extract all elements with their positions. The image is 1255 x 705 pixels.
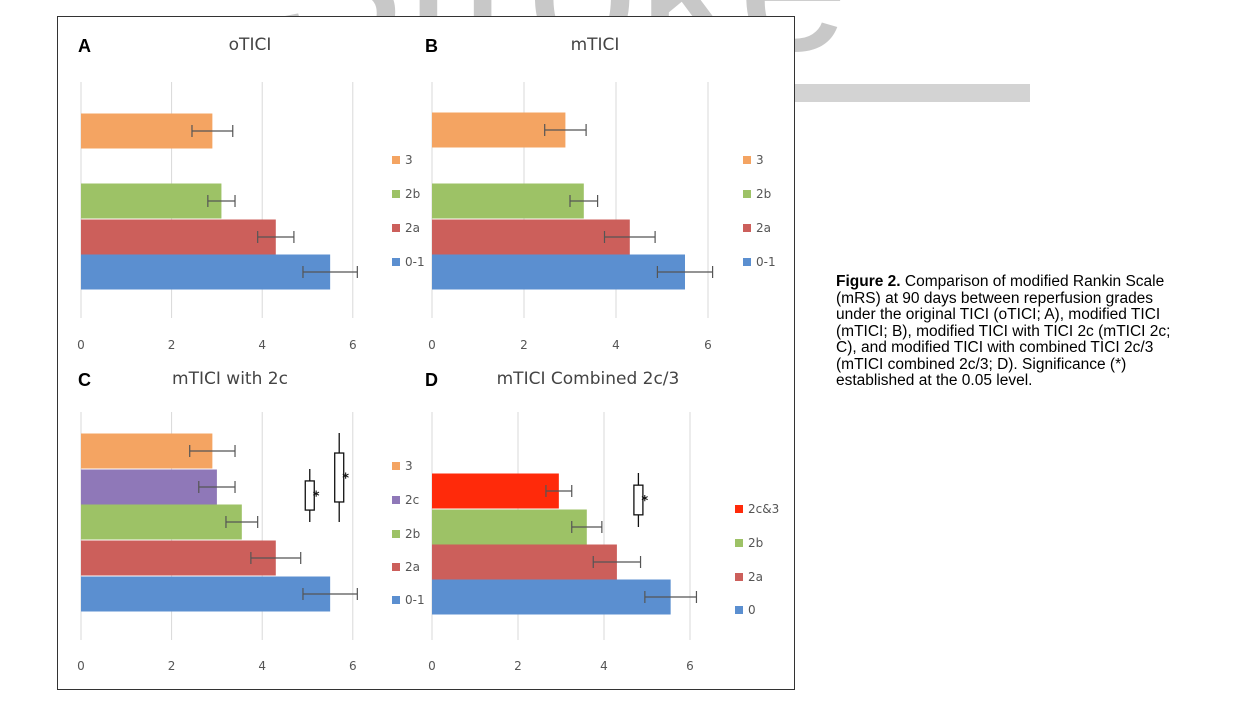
legend-swatch <box>392 258 400 266</box>
bar-2b <box>432 183 584 219</box>
bar-2c <box>81 469 217 505</box>
legend-label: 2c <box>405 493 419 507</box>
significance-box <box>633 484 644 516</box>
x-tick-label: 2 <box>168 338 176 352</box>
legend-swatch <box>743 258 751 266</box>
x-tick-label: 0 <box>77 659 85 673</box>
x-tick-label: 0 <box>428 338 436 352</box>
legend-swatch <box>392 156 400 164</box>
x-tick-label: 4 <box>258 338 266 352</box>
significance-box <box>304 480 315 511</box>
significance-star: * <box>342 472 349 487</box>
legend-swatch <box>392 596 400 604</box>
x-tick-label: 2 <box>168 659 176 673</box>
significance-star: * <box>641 494 648 509</box>
bar-2c&3 <box>432 473 559 509</box>
x-tick-label: 6 <box>686 659 694 673</box>
legend-label: 2b <box>756 187 771 201</box>
x-tick-label: 6 <box>349 338 357 352</box>
bar-0 <box>432 579 671 615</box>
significance-star: * <box>313 490 320 505</box>
bar-0-1 <box>81 576 331 612</box>
legend-label: 0-1 <box>405 593 425 607</box>
legend-swatch <box>735 606 743 614</box>
legend-label: 2a <box>756 221 771 235</box>
legend-swatch <box>735 539 743 547</box>
legend-swatch <box>392 462 400 470</box>
panel-letter: D <box>425 370 438 390</box>
legend-label: 0-1 <box>756 255 776 269</box>
bar-3 <box>81 113 213 149</box>
x-tick-label: 4 <box>612 338 620 352</box>
legend-label: 2b <box>748 536 763 550</box>
legend-label: 3 <box>405 459 413 473</box>
x-tick-label: 4 <box>258 659 266 673</box>
legend-label: 2a <box>405 560 420 574</box>
caption-label: Figure 2. <box>836 273 901 290</box>
x-tick-label: 6 <box>704 338 712 352</box>
legend-swatch <box>392 190 400 198</box>
bar-2a <box>81 540 276 576</box>
chart-title: mTICI <box>571 35 620 55</box>
legend-label: 3 <box>405 153 413 167</box>
legend-label: 0-1 <box>405 255 425 269</box>
legend-swatch <box>743 224 751 232</box>
x-tick-label: 0 <box>428 659 436 673</box>
bar-2a <box>432 219 630 255</box>
legend-swatch <box>735 505 743 513</box>
legend-swatch <box>743 190 751 198</box>
legend-swatch <box>392 224 400 232</box>
watermark-bar <box>780 84 1030 102</box>
panel-letter: C <box>78 370 91 390</box>
chart-title: mTICI Combined 2c/3 <box>497 369 680 389</box>
legend-swatch <box>392 563 400 571</box>
legend-swatch <box>392 496 400 504</box>
significance-box <box>334 452 345 503</box>
legend-label: 0 <box>748 603 756 617</box>
panel-letter: A <box>78 36 91 56</box>
legend-swatch <box>735 573 743 581</box>
chart-title: oTICI <box>229 35 272 55</box>
legend-swatch <box>743 156 751 164</box>
bar-2b <box>432 509 587 545</box>
legend-label: 2a <box>405 221 420 235</box>
figure-caption: Figure 2. Comparison of modified Rankin … <box>836 273 1182 390</box>
legend-label: 2c&3 <box>748 502 779 516</box>
legend-label: 2a <box>748 570 763 584</box>
bar-0-1 <box>81 254 331 290</box>
x-tick-label: 6 <box>349 659 357 673</box>
bar-2b <box>81 183 222 219</box>
bar-2a <box>432 544 617 580</box>
legend-label: 2b <box>405 187 420 201</box>
chart-title: mTICI with 2c <box>172 369 288 389</box>
bar-2a <box>81 219 276 255</box>
caption-text: Comparison of modified Rankin Scale (mRS… <box>836 273 1171 389</box>
legend-swatch <box>392 530 400 538</box>
panel-letter: B <box>425 36 438 56</box>
bar-0-1 <box>432 254 685 290</box>
legend-label: 2b <box>405 527 420 541</box>
bar-3 <box>432 112 566 148</box>
x-tick-label: 4 <box>600 659 608 673</box>
x-tick-label: 0 <box>77 338 85 352</box>
legend-label: 3 <box>756 153 764 167</box>
bar-2b <box>81 504 242 540</box>
x-tick-label: 2 <box>514 659 522 673</box>
x-tick-label: 2 <box>520 338 528 352</box>
